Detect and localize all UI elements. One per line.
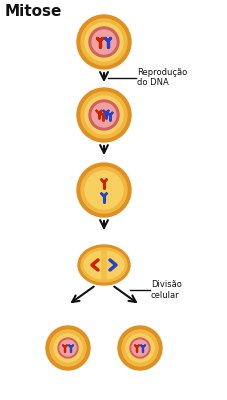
Circle shape (58, 338, 78, 358)
Circle shape (85, 96, 122, 134)
Circle shape (46, 326, 90, 370)
Circle shape (92, 103, 116, 127)
Circle shape (118, 326, 161, 370)
Circle shape (85, 23, 122, 61)
Circle shape (81, 19, 126, 65)
Circle shape (131, 340, 147, 356)
Ellipse shape (84, 251, 123, 279)
Circle shape (60, 340, 76, 356)
Text: Mitose: Mitose (5, 4, 62, 19)
Text: Reprodução
do DNA: Reprodução do DNA (136, 68, 186, 87)
Circle shape (77, 88, 131, 142)
Circle shape (81, 167, 126, 213)
Circle shape (126, 334, 153, 362)
Circle shape (50, 330, 86, 366)
Circle shape (77, 163, 131, 217)
Circle shape (81, 92, 126, 138)
Circle shape (129, 338, 149, 358)
Circle shape (85, 171, 122, 209)
Circle shape (121, 330, 157, 366)
Circle shape (89, 100, 118, 130)
Text: Divisão
celular: Divisão celular (150, 280, 181, 300)
Circle shape (89, 27, 118, 57)
Circle shape (54, 334, 82, 362)
Ellipse shape (78, 245, 129, 285)
Ellipse shape (81, 248, 126, 282)
Circle shape (92, 30, 116, 54)
Circle shape (77, 15, 131, 69)
